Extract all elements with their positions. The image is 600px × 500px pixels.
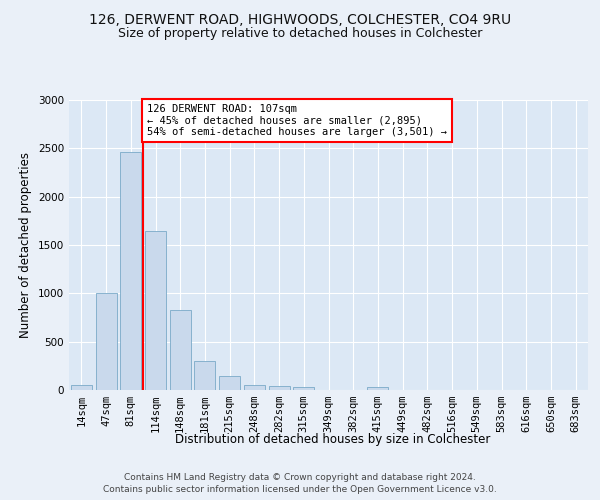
Bar xyxy=(194,361,215,390)
Text: 126 DERWENT ROAD: 107sqm
← 45% of detached houses are smaller (2,895)
54% of sem: 126 DERWENT ROAD: 107sqm ← 45% of detach… xyxy=(147,104,447,137)
Bar xyxy=(145,230,166,390)
Text: Distribution of detached houses by size in Colchester: Distribution of detached houses by size … xyxy=(175,432,491,446)
Text: Size of property relative to detached houses in Colchester: Size of property relative to detached ho… xyxy=(118,28,482,40)
Text: Contains HM Land Registry data © Crown copyright and database right 2024.: Contains HM Land Registry data © Crown c… xyxy=(124,472,476,482)
Bar xyxy=(219,376,240,390)
Bar xyxy=(71,384,92,390)
Bar xyxy=(95,294,116,390)
Bar xyxy=(367,386,388,390)
Text: 126, DERWENT ROAD, HIGHWOODS, COLCHESTER, CO4 9RU: 126, DERWENT ROAD, HIGHWOODS, COLCHESTER… xyxy=(89,12,511,26)
Text: Contains public sector information licensed under the Open Government Licence v3: Contains public sector information licen… xyxy=(103,485,497,494)
Y-axis label: Number of detached properties: Number of detached properties xyxy=(19,152,32,338)
Bar xyxy=(244,384,265,390)
Bar xyxy=(120,152,141,390)
Bar xyxy=(293,387,314,390)
Bar xyxy=(269,386,290,390)
Bar xyxy=(170,310,191,390)
